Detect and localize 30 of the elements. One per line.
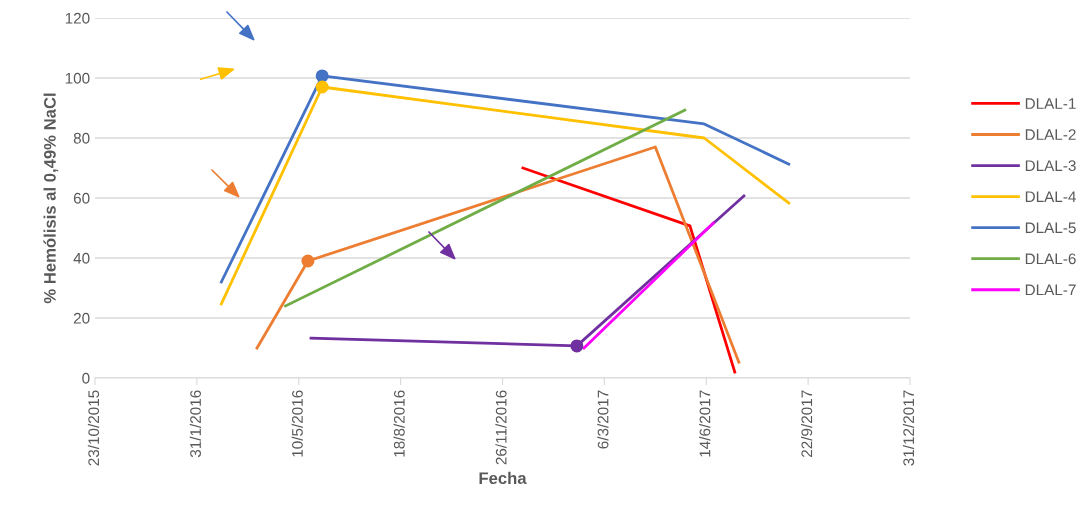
x-tick-label: 6/3/2017 (597, 390, 609, 449)
legend-label: DLAL-7 (1025, 284, 1076, 296)
y-tick-label: 120 (65, 12, 90, 24)
x-tick-label: 10/5/2016 (291, 390, 303, 457)
legend-label: DLAL-2 (1025, 129, 1076, 140)
y-axis-title: % Hemólisis al 0,49% NaCl (43, 93, 59, 304)
x-tick-label: 18/8/2016 (393, 390, 405, 457)
y-tick-label: 60 (73, 192, 90, 204)
legend-label: DLAL-3 (1025, 160, 1076, 172)
point (570, 339, 584, 353)
x-axis-title: Fecha (479, 471, 527, 485)
legend-label: DLAL-1 (1025, 98, 1076, 109)
y-tick-label: 100 (65, 72, 90, 84)
point (315, 69, 329, 83)
x-tick-label: 31/12/2017 (902, 390, 915, 466)
y-tick-label: 20 (73, 312, 90, 324)
legend-label: DLAL-5 (1025, 222, 1076, 234)
y-tick-label: 80 (73, 132, 90, 144)
x-tick-label: 26/11/2016 (495, 390, 507, 465)
legend-label: DLAL-6 (1025, 253, 1076, 265)
x-tick-label: 23/10/2015 (87, 390, 100, 466)
x-tick-label: 22/9/2017 (801, 390, 813, 457)
line-series (255, 145, 741, 364)
point (301, 254, 315, 268)
x-tick-label: 31/1/2016 (189, 390, 201, 458)
legend-label: DLAL-4 (1025, 191, 1076, 202)
point (315, 80, 329, 94)
y-tick-label: 40 (73, 252, 90, 264)
y-tick-label: 0 (82, 372, 90, 384)
x-tick-label: 14/6/2017 (699, 390, 711, 457)
